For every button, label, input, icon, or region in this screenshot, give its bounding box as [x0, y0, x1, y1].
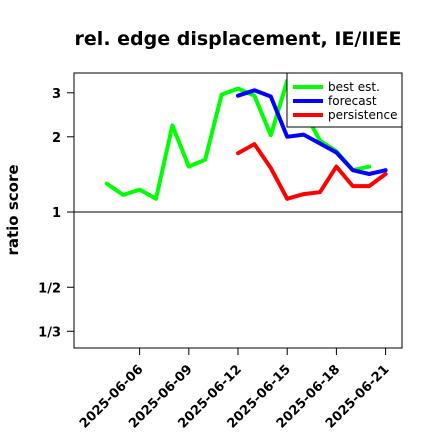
series-persistence [236, 142, 388, 201]
legend-label: best est. [328, 80, 380, 94]
y-tick-label: 1/3 [38, 325, 61, 340]
y-tick-label: 2 [52, 131, 61, 146]
series-line [236, 88, 388, 176]
y-tick-label: 1/2 [38, 281, 61, 296]
y-axis-label: ratio score [4, 164, 22, 255]
series-line [236, 142, 388, 201]
y-tick-label: 1 [52, 206, 61, 221]
legend-label: persistence [328, 108, 397, 122]
chart-title: rel. edge displacement, IE/IIEE [75, 28, 402, 50]
series-forecast [236, 88, 388, 176]
y-tick-label: 3 [52, 87, 61, 102]
legend-label: forecast [328, 94, 377, 108]
plot-frame [73, 72, 403, 349]
